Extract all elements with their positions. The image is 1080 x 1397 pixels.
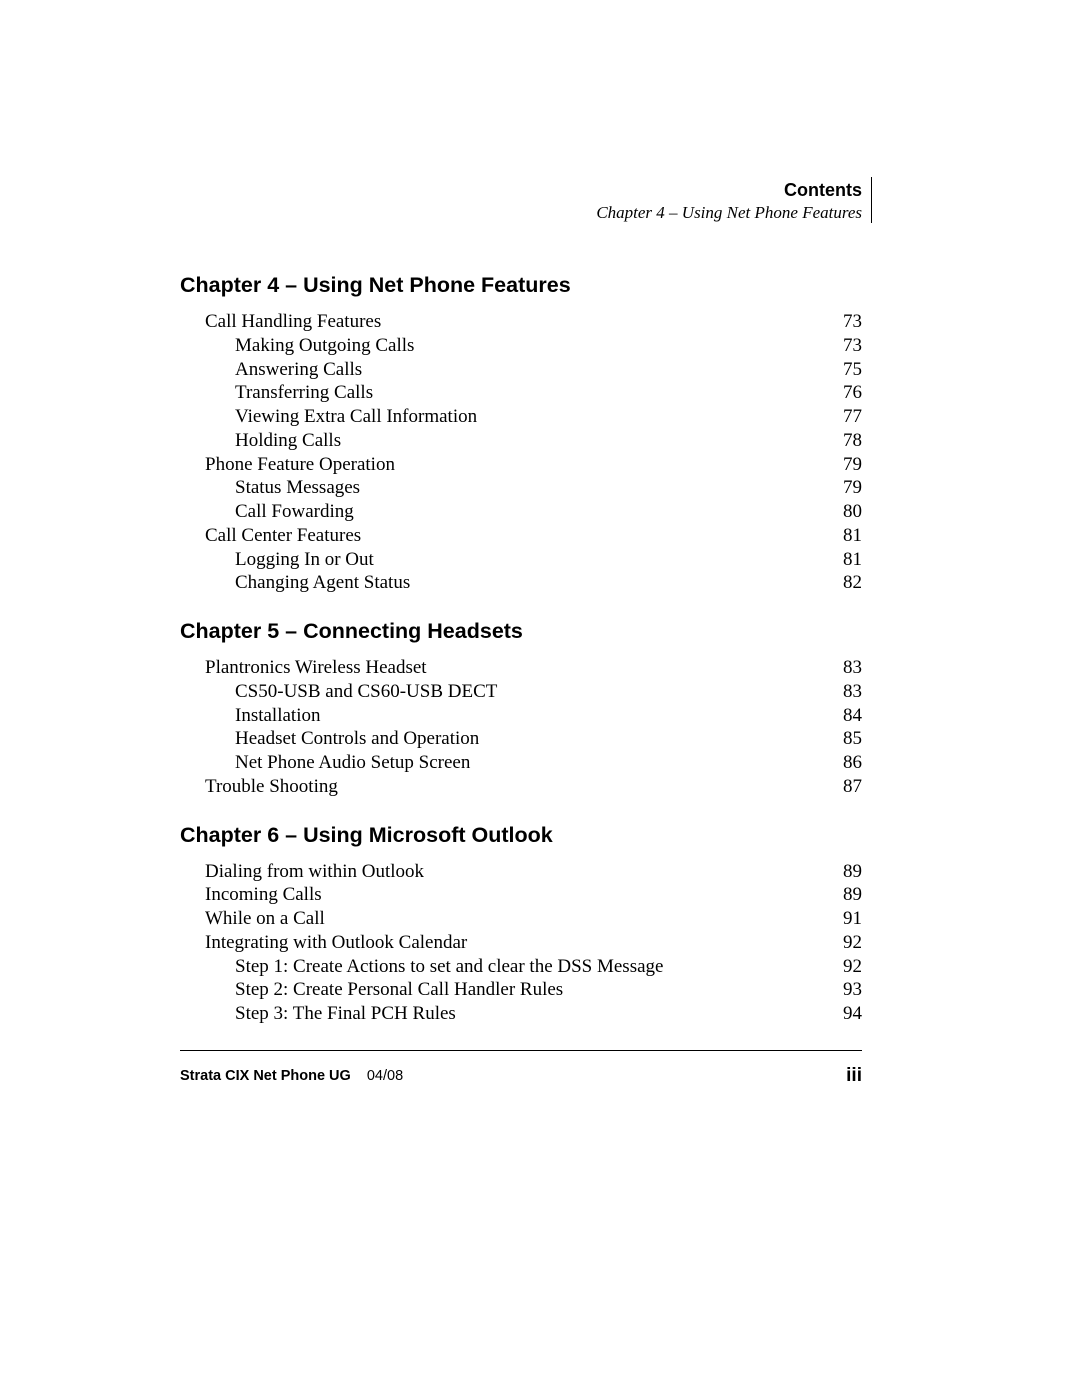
table-of-contents: Chapter 4 – Using Net Phone Features Call… <box>180 273 862 1026</box>
toc-section: Plantronics Wireless Headset83CS50-USB a… <box>180 656 862 799</box>
header-divider <box>871 177 873 223</box>
toc-entry-page: 78 <box>843 429 862 453</box>
toc-entry-label: Call Center Features <box>205 524 361 548</box>
toc-entry: Making Outgoing Calls 73 <box>180 334 862 358</box>
toc-entry-label: Incoming Calls <box>205 883 322 907</box>
toc-entry-label: CS50-USB and CS60-USB DECT <box>235 680 497 704</box>
toc-entry: Installation 84 <box>180 704 862 728</box>
toc-entry-page: 89 <box>843 860 862 884</box>
footer-page-number: iii <box>846 1065 862 1087</box>
toc-entry-label: Answering Calls <box>235 358 362 382</box>
toc-entry-page: 92 <box>843 955 862 979</box>
header-contents-label: Contents <box>784 180 862 201</box>
toc-entry-page: 89 <box>843 883 862 907</box>
toc-entry-label: Plantronics Wireless Headset <box>205 656 427 680</box>
toc-entry-label: Installation <box>235 704 320 728</box>
toc-entry: Step 2: Create Personal Call Handler Rul… <box>180 978 862 1002</box>
toc-entry: Step 1: Create Actions to set and clear … <box>180 955 862 979</box>
toc-entry-page: 93 <box>843 978 862 1002</box>
toc-entry-page: 81 <box>843 548 862 572</box>
toc-entry-label: Changing Agent Status <box>235 571 410 595</box>
toc-entry-label: Step 3: The Final PCH Rules <box>235 1002 456 1026</box>
footer-content: Strata CIX Net Phone UG 04/08 iii <box>180 1065 862 1087</box>
footer-title-text: Strata CIX Net Phone UG <box>180 1068 351 1084</box>
toc-entry: Plantronics Wireless Headset 83 <box>180 656 862 680</box>
toc-entry-page: 92 <box>843 931 862 955</box>
toc-entry: Incoming Calls 89 <box>180 883 862 907</box>
chapter-title: Chapter 4 – Using Net Phone Features <box>180 273 862 298</box>
toc-entry: Net Phone Audio Setup Screen 86 <box>180 751 862 775</box>
toc-entry-label: Holding Calls <box>235 429 341 453</box>
toc-entry: Changing Agent Status 82 <box>180 571 862 595</box>
page-header: Contents Chapter 4 – Using Net Phone Fea… <box>180 180 862 223</box>
toc-entry: While on a Call 91 <box>180 907 862 931</box>
toc-entry-page: 75 <box>843 358 862 382</box>
toc-entry-label: Step 2: Create Personal Call Handler Rul… <box>235 978 563 1002</box>
toc-entry: Integrating with Outlook Calendar 92 <box>180 931 862 955</box>
toc-entry-page: 86 <box>843 751 862 775</box>
toc-entry-label: Step 1: Create Actions to set and clear … <box>235 955 663 979</box>
toc-entry: Viewing Extra Call Information 77 <box>180 405 862 429</box>
toc-entry-page: 79 <box>843 476 862 500</box>
toc-entry: CS50-USB and CS60-USB DECT 83 <box>180 680 862 704</box>
toc-entry-label: Integrating with Outlook Calendar <box>205 931 467 955</box>
footer-date: 04/08 <box>367 1068 403 1084</box>
toc-entry: Call Center Features 81 <box>180 524 862 548</box>
toc-entry-page: 76 <box>843 381 862 405</box>
toc-entry: Holding Calls 78 <box>180 429 862 453</box>
toc-entry-label: Making Outgoing Calls <box>235 334 414 358</box>
toc-entry-page: 83 <box>843 656 862 680</box>
toc-entry-label: Call Fowarding <box>235 500 354 524</box>
toc-entry: Trouble Shooting 87 <box>180 775 862 799</box>
toc-entry: Step 3: The Final PCH Rules 94 <box>180 1002 862 1026</box>
footer-doc-title: Strata CIX Net Phone UG 04/08 <box>180 1068 403 1084</box>
toc-entry: Answering Calls 75 <box>180 358 862 382</box>
toc-entry-page: 80 <box>843 500 862 524</box>
toc-entry-page: 77 <box>843 405 862 429</box>
toc-entry-page: 87 <box>843 775 862 799</box>
toc-entry-page: 79 <box>843 453 862 477</box>
toc-entry: Transferring Calls 76 <box>180 381 862 405</box>
toc-entry-label: Headset Controls and Operation <box>235 727 479 751</box>
toc-entry-label: Status Messages <box>235 476 360 500</box>
footer-rule <box>180 1050 862 1051</box>
toc-section: Call Handling Features73Making Outgoing … <box>180 310 862 595</box>
toc-entry-label: Logging In or Out <box>235 548 374 572</box>
toc-entry: Headset Controls and Operation 85 <box>180 727 862 751</box>
toc-entry-page: 82 <box>843 571 862 595</box>
page-footer: Strata CIX Net Phone UG 04/08 iii <box>180 1050 862 1087</box>
toc-entry-page: 81 <box>843 524 862 548</box>
toc-entry-page: 91 <box>843 907 862 931</box>
toc-entry-page: 83 <box>843 680 862 704</box>
toc-entry-label: Trouble Shooting <box>205 775 338 799</box>
toc-entry-label: Dialing from within Outlook <box>205 860 424 884</box>
toc-entry: Logging In or Out 81 <box>180 548 862 572</box>
toc-entry-label: Transferring Calls <box>235 381 373 405</box>
toc-section: Dialing from within Outlook89Incoming Ca… <box>180 860 862 1026</box>
header-chapter-label: Chapter 4 – Using Net Phone Features <box>180 203 862 223</box>
toc-entry-page: 73 <box>843 334 862 358</box>
toc-entry: Call Handling Features 73 <box>180 310 862 334</box>
toc-entry-page: 94 <box>843 1002 862 1026</box>
toc-entry-label: Call Handling Features <box>205 310 381 334</box>
toc-entry-label: Phone Feature Operation <box>205 453 395 477</box>
toc-entry: Status Messages 79 <box>180 476 862 500</box>
toc-entry-label: Net Phone Audio Setup Screen <box>235 751 470 775</box>
document-page: Contents Chapter 4 – Using Net Phone Fea… <box>0 0 1080 1397</box>
toc-entry: Dialing from within Outlook 89 <box>180 860 862 884</box>
toc-entry: Call Fowarding 80 <box>180 500 862 524</box>
chapter-title: Chapter 5 – Connecting Headsets <box>180 619 862 644</box>
chapter-title: Chapter 6 – Using Microsoft Outlook <box>180 823 862 848</box>
toc-entry-page: 84 <box>843 704 862 728</box>
toc-entry-page: 85 <box>843 727 862 751</box>
toc-entry: Phone Feature Operation 79 <box>180 453 862 477</box>
toc-entry-label: While on a Call <box>205 907 325 931</box>
toc-entry-page: 73 <box>843 310 862 334</box>
toc-entry-label: Viewing Extra Call Information <box>235 405 477 429</box>
